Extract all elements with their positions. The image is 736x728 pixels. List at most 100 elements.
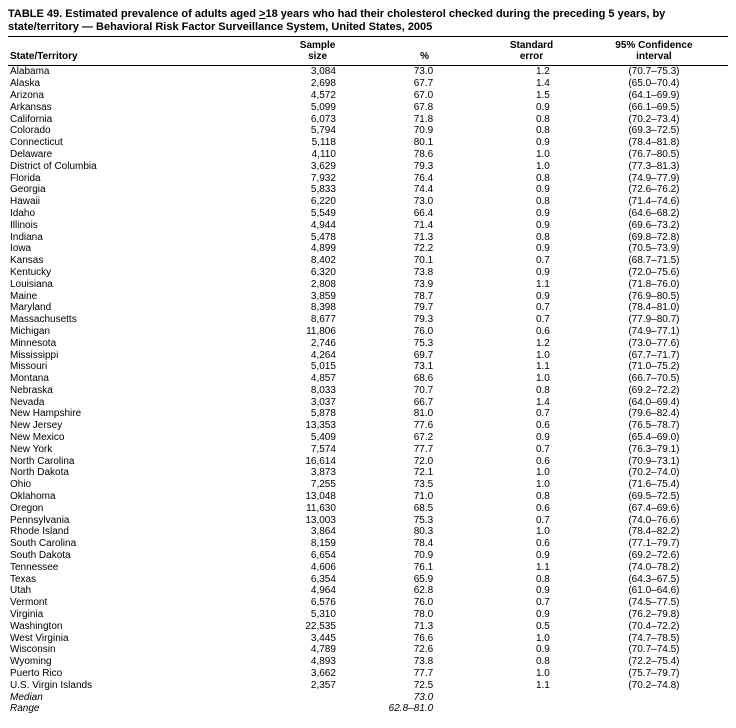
median-value: 73.0 bbox=[366, 692, 483, 704]
cell-pct: 72.2 bbox=[366, 243, 483, 255]
table-row: Alabama3,08473.01.2(70.7–75.3) bbox=[8, 66, 728, 78]
cell-state: Utah bbox=[8, 585, 269, 597]
cell-ci: (70.4–72.2) bbox=[580, 621, 728, 633]
cell-se: 0.8 bbox=[483, 196, 580, 208]
cell-se: 0.9 bbox=[483, 291, 580, 303]
title-prefix: TABLE 49. Estimated prevalence of adults… bbox=[8, 8, 259, 20]
table-title: TABLE 49. Estimated prevalence of adults… bbox=[8, 8, 728, 34]
cell-se: 1.0 bbox=[483, 526, 580, 538]
cell-pct: 66.7 bbox=[366, 397, 483, 409]
cell-state: Georgia bbox=[8, 184, 269, 196]
table-row: Alaska2,69867.71.4(65.0–70.4) bbox=[8, 78, 728, 90]
cell-se: 0.8 bbox=[483, 656, 580, 668]
cell-sample: 13,003 bbox=[269, 515, 366, 527]
cell-sample: 6,073 bbox=[269, 114, 366, 126]
table-row: Virginia5,31078.00.9(76.2–79.8) bbox=[8, 609, 728, 621]
cell-ci: (66.7–70.5) bbox=[580, 373, 728, 385]
table-row: Michigan11,80676.00.6(74.9–77.1) bbox=[8, 326, 728, 338]
cell-se: 0.9 bbox=[483, 609, 580, 621]
cell-se: 0.9 bbox=[483, 243, 580, 255]
cell-sample: 5,310 bbox=[269, 609, 366, 621]
cell-ci: (78.4–81.0) bbox=[580, 302, 728, 314]
cell-ci: (69.3–72.5) bbox=[580, 125, 728, 137]
cell-pct: 73.5 bbox=[366, 479, 483, 491]
cell-sample: 3,864 bbox=[269, 526, 366, 538]
cell-se: 0.7 bbox=[483, 515, 580, 527]
cell-pct: 78.4 bbox=[366, 538, 483, 550]
cell-ci: (64.6–68.2) bbox=[580, 208, 728, 220]
table-row: Montana4,85768.61.0(66.7–70.5) bbox=[8, 373, 728, 385]
cell-ci: (72.0–75.6) bbox=[580, 267, 728, 279]
range-row: Range62.8–81.0 bbox=[8, 703, 728, 715]
cell-pct: 68.6 bbox=[366, 373, 483, 385]
cell-sample: 2,808 bbox=[269, 279, 366, 291]
cell-pct: 75.3 bbox=[366, 515, 483, 527]
cell-pct: 81.0 bbox=[366, 408, 483, 420]
cell-se: 0.9 bbox=[483, 102, 580, 114]
cell-sample: 4,110 bbox=[269, 149, 366, 161]
cell-pct: 73.9 bbox=[366, 279, 483, 291]
cell-sample: 6,220 bbox=[269, 196, 366, 208]
cell-se: 1.0 bbox=[483, 161, 580, 173]
cell-ci: (76.9–80.5) bbox=[580, 291, 728, 303]
cell-ci: (61.0–64.6) bbox=[580, 585, 728, 597]
cell-state: Nevada bbox=[8, 397, 269, 409]
table-row: Nebraska8,03370.70.8(69.2–72.2) bbox=[8, 385, 728, 397]
cell-sample: 4,899 bbox=[269, 243, 366, 255]
cell-sample: 7,932 bbox=[269, 173, 366, 185]
cell-pct: 73.0 bbox=[366, 66, 483, 78]
cell-pct: 73.8 bbox=[366, 656, 483, 668]
cell-pct: 72.6 bbox=[366, 644, 483, 656]
table-row: Utah4,96462.80.9(61.0–64.6) bbox=[8, 585, 728, 597]
cell-se: 1.2 bbox=[483, 66, 580, 78]
cell-state: Ohio bbox=[8, 479, 269, 491]
table-row: New Hampshire5,87881.00.7(79.6–82.4) bbox=[8, 408, 728, 420]
cell-state: Missouri bbox=[8, 361, 269, 373]
cell-sample: 13,048 bbox=[269, 491, 366, 503]
cell-pct: 72.1 bbox=[366, 467, 483, 479]
cell-ci: (65.4–69.0) bbox=[580, 432, 728, 444]
cell-sample: 16,614 bbox=[269, 456, 366, 468]
table-row: New York7,57477.70.7(76.3–79.1) bbox=[8, 444, 728, 456]
table-row: North Carolina16,61472.00.6(70.9–73.1) bbox=[8, 456, 728, 468]
cell-sample: 5,549 bbox=[269, 208, 366, 220]
cell-state: Alaska bbox=[8, 78, 269, 90]
cell-sample: 4,944 bbox=[269, 220, 366, 232]
cell-pct: 78.6 bbox=[366, 149, 483, 161]
cell-pct: 73.1 bbox=[366, 361, 483, 373]
cell-ci: (70.7–75.3) bbox=[580, 66, 728, 78]
cell-se: 0.7 bbox=[483, 444, 580, 456]
cell-state: Kansas bbox=[8, 255, 269, 267]
cell-ci: (71.0–75.2) bbox=[580, 361, 728, 373]
cell-state: Montana bbox=[8, 373, 269, 385]
cell-se: 0.6 bbox=[483, 456, 580, 468]
cell-se: 0.7 bbox=[483, 314, 580, 326]
cell-sample: 3,037 bbox=[269, 397, 366, 409]
cell-se: 1.5 bbox=[483, 90, 580, 102]
cell-ci: (77.3–81.3) bbox=[580, 161, 728, 173]
cell-se: 0.8 bbox=[483, 232, 580, 244]
cell-ci: (69.5–72.5) bbox=[580, 491, 728, 503]
cell-pct: 68.5 bbox=[366, 503, 483, 515]
cell-se: 1.0 bbox=[483, 668, 580, 680]
cell-pct: 77.7 bbox=[366, 668, 483, 680]
cell-ci: (69.2–72.6) bbox=[580, 550, 728, 562]
cell-sample: 5,833 bbox=[269, 184, 366, 196]
cell-se: 1.4 bbox=[483, 78, 580, 90]
cell-state: Kentucky bbox=[8, 267, 269, 279]
cell-se: 0.6 bbox=[483, 503, 580, 515]
cell-pct: 76.0 bbox=[366, 597, 483, 609]
table-row: Nevada3,03766.71.4(64.0–69.4) bbox=[8, 397, 728, 409]
table-row: District of Columbia3,62979.31.0(77.3–81… bbox=[8, 161, 728, 173]
range-label: Range bbox=[8, 703, 269, 715]
cell-ci: (68.7–71.5) bbox=[580, 255, 728, 267]
cell-ci: (74.0–78.2) bbox=[580, 562, 728, 574]
cell-sample: 4,893 bbox=[269, 656, 366, 668]
median-label: Median bbox=[8, 692, 269, 704]
cell-ci: (77.1–79.7) bbox=[580, 538, 728, 550]
table-row: Kansas8,40270.10.7(68.7–71.5) bbox=[8, 255, 728, 267]
cell-sample: 8,402 bbox=[269, 255, 366, 267]
cell-state: South Carolina bbox=[8, 538, 269, 550]
cell-state: New Jersey bbox=[8, 420, 269, 432]
cell-ci: (74.5–77.5) bbox=[580, 597, 728, 609]
